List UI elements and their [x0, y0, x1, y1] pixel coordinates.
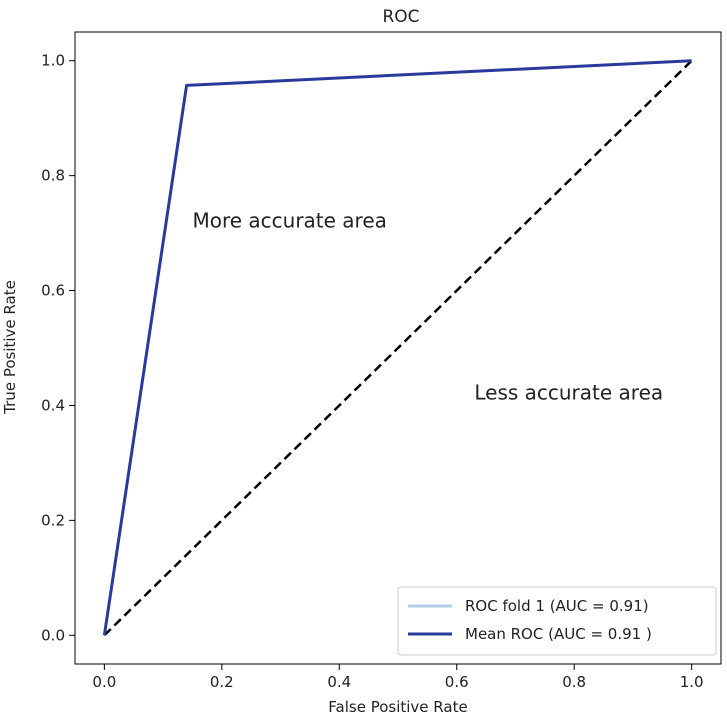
chance-line	[103, 59, 693, 637]
axis-ticks: 0.0 0.2 0.4 0.6 0.8 1.0 0.0 0.2 0.4 0.6 0.8 1.0	[41, 52, 703, 691]
legend-label-roc-fold-1: ROC fold 1 (AUC = 0.91)	[465, 597, 649, 615]
x-tick-label: 0.2	[210, 673, 234, 691]
annotation-more-accurate-area: More accurate area	[192, 208, 386, 232]
chart-title: ROC	[382, 7, 419, 27]
x-tick-label: 0.4	[327, 673, 351, 691]
legend: ROC fold 1 (AUC = 0.91) Mean ROC (AUC = …	[397, 586, 717, 656]
y-tick-label: 1.0	[41, 52, 65, 70]
plot-lines	[102, 59, 693, 637]
y-tick-label: 0.4	[41, 396, 65, 414]
y-axis-label: True Positive Rate	[1, 280, 19, 415]
legend-label-mean-roc: Mean ROC (AUC = 0.91 )	[465, 625, 652, 643]
plot-frame	[74, 31, 722, 665]
annotations: More accurate area Less accurate area	[192, 208, 663, 404]
y-tick-label: 0.6	[41, 282, 65, 300]
legend-box	[397, 586, 717, 656]
annotation-less-accurate-area: Less accurate area	[474, 381, 663, 405]
series-line-mean-roc-auc-0-91	[102, 59, 692, 636]
x-tick-label: 0.0	[92, 673, 116, 691]
y-tick-label: 0.0	[41, 626, 65, 644]
y-tick-label: 0.2	[41, 511, 65, 529]
x-tick-label: 1.0	[680, 673, 704, 691]
y-tick-label: 0.8	[41, 167, 65, 185]
x-tick-label: 0.6	[445, 673, 469, 691]
x-tick-label: 0.8	[562, 673, 586, 691]
x-axis-label: False Positive Rate	[328, 698, 467, 716]
